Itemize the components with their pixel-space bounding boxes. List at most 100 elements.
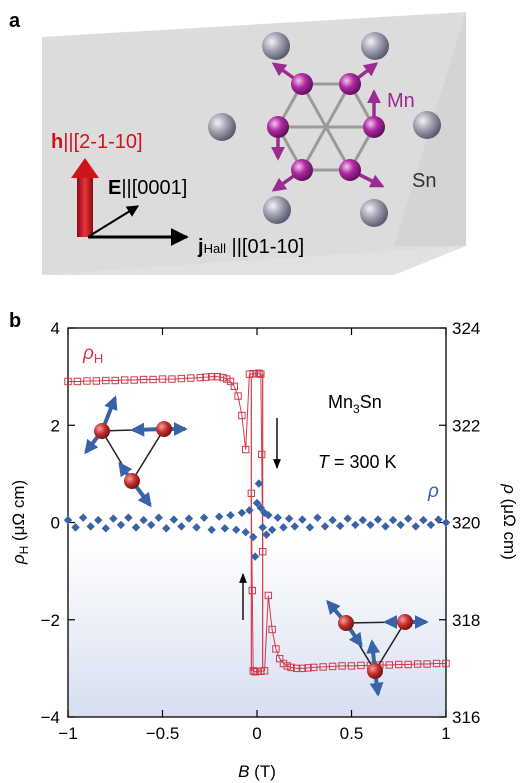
- rho-point: [226, 511, 235, 520]
- rho-h-point: [219, 373, 227, 382]
- x-tick-label: 1: [441, 724, 450, 743]
- rho-h-point: [249, 370, 257, 378]
- e-arrow: [90, 205, 140, 236]
- rho-point: [313, 513, 322, 522]
- x-axis-title: B (T): [238, 762, 276, 781]
- x-tick-label: −0.5: [146, 724, 180, 743]
- rho-h-point: [64, 377, 72, 386]
- mn-atom: [291, 159, 313, 181]
- y-left-axis-title: ρH (μΩ cm): [9, 480, 31, 565]
- rho-point: [177, 522, 186, 531]
- rho-h-point: [257, 370, 265, 378]
- rho-h-point: [245, 370, 254, 378]
- y-left-tick-label: 4: [51, 319, 60, 338]
- rho-h-point: [73, 377, 82, 386]
- rho-h-point: [357, 661, 365, 670]
- rho-point: [262, 530, 271, 539]
- rho-point: [419, 515, 428, 525]
- rho-point: [279, 523, 288, 532]
- rho-h-point: [226, 377, 235, 386]
- rho-h-point: [283, 662, 291, 670]
- rho-h-point: [347, 662, 356, 670]
- sn-atom: [360, 199, 388, 227]
- rho-h-point: [111, 376, 119, 385]
- rho-point: [388, 515, 398, 525]
- rho-point: [184, 514, 194, 523]
- rho-h-point: [298, 664, 307, 673]
- rho-point: [258, 523, 267, 532]
- rho-h-point: [251, 668, 259, 676]
- y-right-tick-label: 322: [452, 416, 480, 435]
- rho-h-point: [234, 392, 242, 400]
- e-direction-label: E||[0001]: [108, 177, 187, 199]
- rho-h-point: [338, 662, 346, 670]
- panel-a-label: a: [9, 10, 21, 32]
- h-direction-label: h||[2-1-10]: [51, 131, 143, 153]
- rho-point: [192, 523, 201, 532]
- rho-point: [109, 514, 118, 523]
- rho-h-point: [102, 376, 110, 385]
- rho-point: [290, 522, 299, 531]
- mn-atom: [339, 159, 361, 181]
- sn-atoms: [208, 32, 441, 227]
- rho-point: [249, 532, 258, 542]
- rho-h-point: [248, 586, 256, 595]
- rho-point: [146, 520, 156, 530]
- rho-point: [250, 552, 260, 561]
- rho-h-point: [385, 661, 394, 669]
- rho-point: [264, 511, 273, 520]
- rho-point: [381, 522, 390, 531]
- j-direction-label: jHall ||[01-10]: [197, 236, 304, 258]
- rho-h-point: [287, 663, 295, 672]
- rho-point: [335, 521, 345, 531]
- rho-h-point: [255, 369, 263, 377]
- rho-h-series-label: ρH: [82, 343, 103, 366]
- mn-atom: [291, 73, 313, 95]
- field-h-arrow: [71, 158, 99, 237]
- rho-point: [207, 525, 216, 534]
- spin-triangle-left: [84, 395, 188, 508]
- sn-atom: [208, 113, 236, 141]
- rho-point: [220, 524, 230, 533]
- x-tick-label: −1: [58, 724, 77, 743]
- rho-h-point: [121, 376, 129, 384]
- rho-h-point: [275, 654, 284, 663]
- rho-point: [86, 522, 95, 531]
- rho-h-series: [64, 369, 450, 676]
- rho-h-point: [328, 662, 337, 671]
- rho-h-point: [213, 372, 222, 381]
- rho-h-point: [92, 377, 101, 385]
- rho-point: [267, 525, 277, 534]
- rho-h-point: [264, 591, 273, 600]
- rho-point: [441, 518, 451, 527]
- rho-h-point: [257, 667, 265, 675]
- y-right-tick-label: 324: [452, 319, 480, 338]
- rho-h-point: [241, 445, 250, 454]
- rho-point: [101, 524, 110, 533]
- rho-h-point: [238, 411, 246, 420]
- rho-point: [78, 513, 88, 522]
- rho-point: [232, 525, 241, 534]
- mn-atom: [363, 116, 385, 138]
- sn-atom: [361, 32, 389, 60]
- rho-h-point: [196, 373, 205, 382]
- temperature-label: T = 300 K: [318, 452, 397, 472]
- rho-point: [124, 513, 133, 522]
- rho-h-point: [187, 374, 195, 382]
- sn-label: Sn: [412, 170, 436, 192]
- rho-point: [284, 514, 294, 523]
- rho-h-point: [139, 375, 148, 384]
- rho-series: [63, 479, 451, 561]
- rho-h-point: [168, 375, 176, 383]
- rho-h-point: [292, 664, 301, 673]
- rho-point: [256, 503, 265, 513]
- rho-h-point: [202, 373, 210, 381]
- rho-point: [434, 515, 443, 524]
- rho-point: [241, 528, 250, 537]
- rho-h-point: [310, 663, 318, 672]
- rho-h-point: [158, 375, 167, 383]
- rho-point: [252, 498, 262, 508]
- rho-point: [169, 515, 179, 524]
- rho-point: [343, 514, 352, 523]
